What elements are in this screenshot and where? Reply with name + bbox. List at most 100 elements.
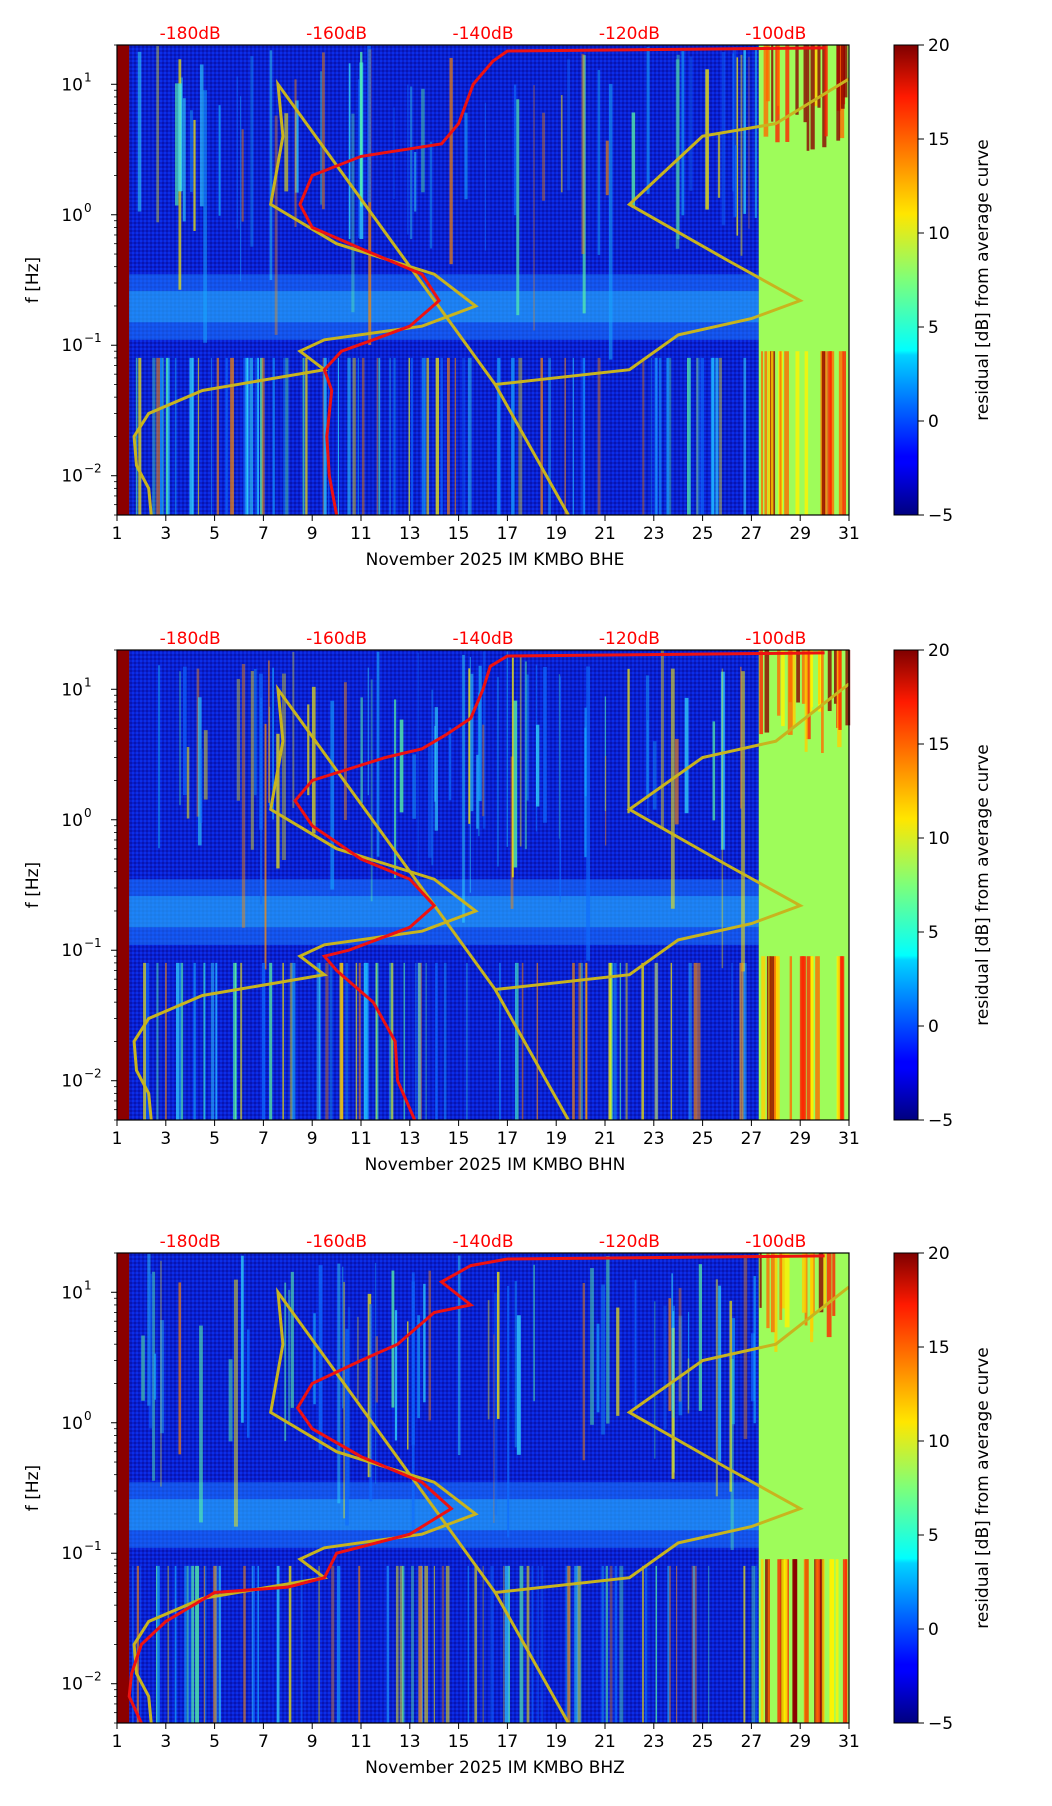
colorbar-gradient xyxy=(893,649,919,1121)
high-energy-streak xyxy=(827,650,832,712)
high-energy-streak xyxy=(804,351,809,515)
spectrogram-streak xyxy=(717,134,721,198)
high-energy-streak xyxy=(824,45,828,137)
spectrogram-streak xyxy=(487,1300,490,1420)
spectrogram-streak xyxy=(180,962,184,1120)
high-energy-streak xyxy=(845,650,851,726)
spectrogram-streak xyxy=(705,69,709,210)
db-scale-label: -160dB xyxy=(306,24,367,44)
spectrogram-streak xyxy=(596,1323,600,1413)
spectrogram-streak xyxy=(565,1565,569,1723)
x-axis-label: November 2025 IM KMBO BHN xyxy=(365,1155,626,1175)
spectrogram-streak xyxy=(654,357,659,515)
average-psd-curve-red xyxy=(298,46,825,515)
spectrogram-streak xyxy=(313,1313,316,1405)
colorbar: −5 0 5 10 15 20 residual [dB] from average cur… xyxy=(893,36,993,526)
y-tick-exponent: −1 xyxy=(84,331,102,345)
spectrogram-streak xyxy=(291,962,296,1120)
spectrogram-streak xyxy=(276,733,280,869)
high-energy-streak xyxy=(785,45,790,142)
x-tick-label: 19 xyxy=(545,1129,567,1149)
high-energy-streak xyxy=(765,45,770,102)
high-energy-streak xyxy=(818,650,821,705)
spectrogram-streak xyxy=(433,1565,436,1723)
spectrogram-streak xyxy=(536,962,539,1120)
spectrogram-streak xyxy=(580,962,583,1120)
spectrogram-streak xyxy=(337,357,339,515)
y-axis-label: f [Hz] xyxy=(23,257,43,303)
spectrogram-streak xyxy=(148,1273,153,1429)
spectrogram-streak xyxy=(631,112,636,209)
spectrogram-streak xyxy=(417,962,421,1120)
x-tick-label: 23 xyxy=(643,1129,665,1149)
x-tick-label: 11 xyxy=(350,1129,372,1149)
colorbar-label: residual [dB] from average curve xyxy=(973,744,993,1025)
high-energy-streak xyxy=(822,1559,825,1723)
y-tick-label: 10 xyxy=(61,1283,83,1303)
spectrogram-streak xyxy=(511,657,514,878)
high-energy-streak xyxy=(765,1559,770,1723)
spectrogram-streak xyxy=(302,357,305,515)
spectrogram-streak xyxy=(541,1565,544,1723)
x-tick-label: 21 xyxy=(594,524,616,544)
spectrogram-streak xyxy=(652,741,657,810)
spectrogram-streak xyxy=(160,1320,164,1434)
colorbar-label: residual [dB] from average curve xyxy=(973,1347,993,1628)
spectrogram-streak xyxy=(467,357,472,515)
spectrogram-streak xyxy=(254,668,257,796)
spectrogram-streak xyxy=(670,668,675,909)
high-energy-streak xyxy=(815,956,820,1120)
spectrogram-streak xyxy=(186,746,190,819)
y-tick-label: 10 xyxy=(61,75,83,95)
spectrogram-streak xyxy=(696,357,699,515)
spectrogram-streak xyxy=(285,357,289,515)
spectrogram-streak xyxy=(687,1358,690,1414)
y-tick-exponent: −1 xyxy=(84,936,102,950)
spectrogram-streak xyxy=(736,57,739,236)
high-energy-streak xyxy=(777,45,780,106)
spectrogram-streak xyxy=(535,724,540,807)
spectrogram-streak xyxy=(696,357,700,515)
spectrogram-streak xyxy=(358,962,361,1120)
spectrogram-streak xyxy=(246,1329,250,1438)
spectrogram-streak xyxy=(342,1266,344,1409)
spectrogram-streak xyxy=(307,704,310,796)
spectrogram-streak xyxy=(656,962,659,1120)
colorbar: −5 0 5 10 15 20 residual [dB] from average cur… xyxy=(893,1244,993,1734)
x-tick-label: 23 xyxy=(643,524,665,544)
spectrogram-streak xyxy=(343,1281,345,1519)
x-tick-label: 7 xyxy=(258,1732,269,1752)
spectrogram-streak xyxy=(391,962,394,1120)
spectrogram-streak xyxy=(687,1311,690,1410)
spectrogram-streak xyxy=(428,1270,431,1421)
microseism-band xyxy=(129,274,759,340)
spectrogram-streak xyxy=(700,357,705,515)
spectrogram-streak xyxy=(253,1565,256,1723)
high-energy-streak xyxy=(761,956,766,1120)
spectrogram-streak xyxy=(329,962,333,1120)
spectrogram-streak xyxy=(387,1565,389,1723)
spectrogram-streak xyxy=(318,1565,321,1723)
colorbar-tick-label: 10 xyxy=(928,1432,950,1452)
spectrogram-streak xyxy=(688,962,692,1120)
spectrogram-streak xyxy=(466,962,468,1120)
y-tick-exponent: −2 xyxy=(84,1670,102,1684)
spectrogram-streak xyxy=(719,357,722,515)
colorbar-gradient xyxy=(893,1252,919,1724)
high-energy-streak xyxy=(821,351,826,515)
high-energy-streak xyxy=(806,45,810,151)
spectrogram-streak xyxy=(514,1281,517,1448)
y-tick-label: 10 xyxy=(61,1544,83,1564)
spectrogram-streak xyxy=(675,59,680,249)
spectrogram-streak xyxy=(241,129,244,222)
spectrogram-streak xyxy=(609,1565,613,1723)
spectrogram-streak xyxy=(152,357,156,515)
spectrogram-streak xyxy=(689,357,691,515)
spectrogram-streak xyxy=(402,1565,405,1723)
spectrogram-streak xyxy=(577,1565,581,1723)
spectrogram-streak xyxy=(658,357,662,515)
db-scale-label: -180dB xyxy=(160,629,221,649)
spectrogram-streak xyxy=(676,54,680,240)
spectrogram-streak xyxy=(605,140,609,196)
